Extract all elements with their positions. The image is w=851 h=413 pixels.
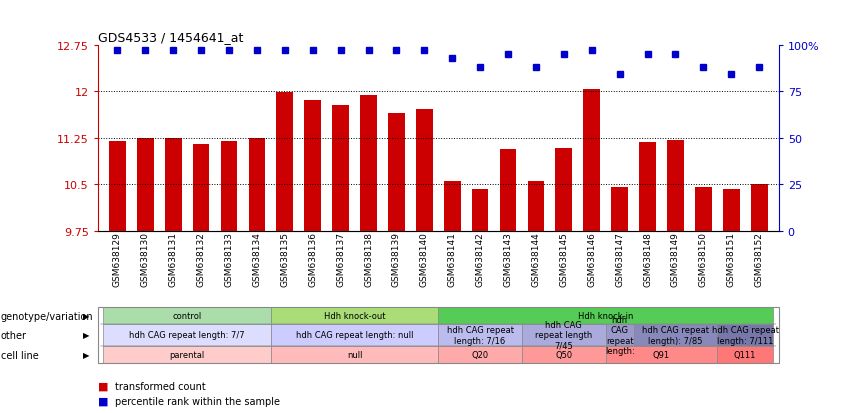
Bar: [277, 93, 294, 231]
Text: GSM638130: GSM638130: [140, 231, 150, 286]
Text: GSM638139: GSM638139: [392, 231, 401, 286]
Text: percentile rank within the sample: percentile rank within the sample: [115, 396, 280, 406]
Text: control: control: [173, 311, 202, 320]
Bar: [611, 188, 628, 231]
Text: hdh CAG repeat length: 7/7: hdh CAG repeat length: 7/7: [129, 331, 245, 339]
Bar: [695, 188, 711, 231]
Text: GSM638150: GSM638150: [699, 231, 708, 286]
Text: hdh CAG repeat
length: 7/111: hdh CAG repeat length: 7/111: [711, 325, 779, 345]
Text: GSM638136: GSM638136: [308, 231, 317, 286]
Text: GSM638145: GSM638145: [559, 231, 568, 286]
Bar: [722, 189, 740, 231]
Text: GSM638137: GSM638137: [336, 231, 346, 286]
Text: GSM638135: GSM638135: [280, 231, 289, 286]
Text: GSM638141: GSM638141: [448, 231, 457, 286]
Bar: [332, 106, 349, 231]
Text: GSM638131: GSM638131: [168, 231, 178, 286]
Bar: [248, 138, 266, 231]
Bar: [583, 90, 600, 231]
Bar: [444, 182, 460, 231]
Text: Hdh knock-in: Hdh knock-in: [578, 311, 633, 320]
Text: GSM638140: GSM638140: [420, 231, 429, 286]
Text: GSM638132: GSM638132: [197, 231, 206, 286]
Text: GSM638151: GSM638151: [727, 231, 736, 286]
Text: hdh CAG repeat length: null: hdh CAG repeat length: null: [296, 331, 414, 339]
Text: GSM638129: GSM638129: [113, 231, 122, 286]
Text: GSM638149: GSM638149: [671, 231, 680, 286]
Bar: [388, 114, 405, 231]
Bar: [751, 185, 768, 231]
Bar: [165, 138, 181, 231]
Text: hdh
CAG
repeat
length:: hdh CAG repeat length:: [605, 315, 635, 355]
Bar: [639, 143, 656, 231]
Text: hdh CAG repeat
length): 7/85: hdh CAG repeat length): 7/85: [642, 325, 709, 345]
Text: Q20: Q20: [471, 350, 488, 359]
Text: ▶: ▶: [83, 311, 90, 320]
Bar: [360, 96, 377, 231]
Bar: [471, 189, 488, 231]
Bar: [305, 101, 321, 231]
Text: GSM638148: GSM638148: [643, 231, 652, 286]
Text: hdh CAG repeat
length: 7/16: hdh CAG repeat length: 7/16: [447, 325, 514, 345]
Bar: [109, 142, 126, 231]
Text: Q50: Q50: [555, 350, 573, 359]
Text: hdh CAG
repeat length
7/45: hdh CAG repeat length 7/45: [535, 320, 592, 350]
Text: GSM638142: GSM638142: [476, 231, 484, 286]
Text: Q111: Q111: [734, 350, 757, 359]
Text: null: null: [347, 350, 363, 359]
Text: GSM638152: GSM638152: [755, 231, 763, 286]
Text: genotype/variation: genotype/variation: [1, 311, 94, 321]
Text: Hdh knock-out: Hdh knock-out: [324, 311, 386, 320]
Bar: [137, 138, 154, 231]
Bar: [500, 150, 517, 231]
Text: Q91: Q91: [653, 350, 670, 359]
Bar: [220, 142, 237, 231]
Text: other: other: [1, 330, 27, 340]
Bar: [556, 149, 572, 231]
Text: ■: ■: [98, 381, 108, 391]
Text: GDS4533 / 1454641_at: GDS4533 / 1454641_at: [98, 31, 243, 44]
Text: ▶: ▶: [83, 331, 90, 339]
Text: GSM638147: GSM638147: [615, 231, 624, 286]
Bar: [528, 182, 545, 231]
Text: GSM638146: GSM638146: [587, 231, 597, 286]
Bar: [416, 109, 432, 231]
Text: GSM638144: GSM638144: [531, 231, 540, 286]
Text: cell line: cell line: [1, 350, 38, 360]
Text: ■: ■: [98, 396, 108, 406]
Bar: [667, 140, 684, 231]
Text: GSM638143: GSM638143: [504, 231, 512, 286]
Text: GSM638133: GSM638133: [225, 231, 233, 286]
Text: ▶: ▶: [83, 350, 90, 359]
Bar: [192, 145, 209, 231]
Text: GSM638134: GSM638134: [253, 231, 261, 286]
Text: parental: parental: [169, 350, 205, 359]
Text: transformed count: transformed count: [115, 381, 206, 391]
Text: GSM638138: GSM638138: [364, 231, 373, 286]
